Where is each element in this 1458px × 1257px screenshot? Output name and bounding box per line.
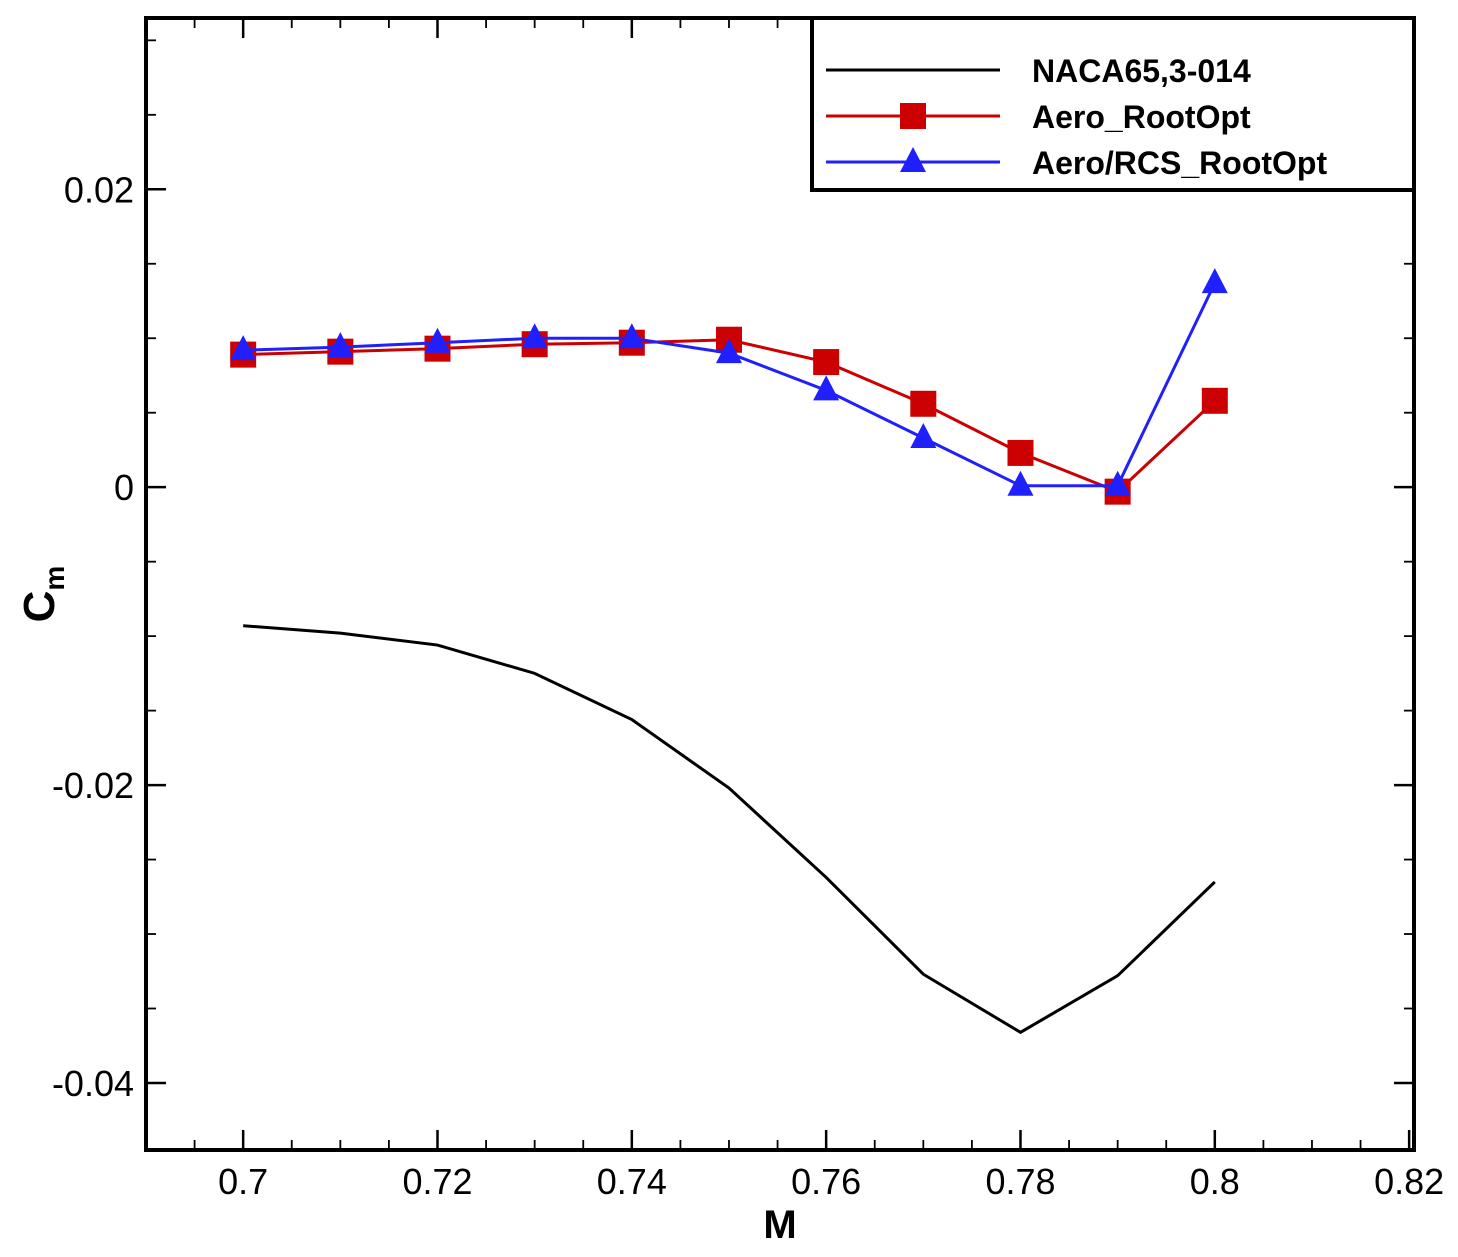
data-point <box>1201 387 1228 414</box>
data-point <box>1007 470 1034 496</box>
legend-item: Aero_RootOpt <box>826 99 1251 135</box>
y-tick-label: 0 <box>114 467 134 508</box>
data-point <box>1201 268 1228 294</box>
x-tick-label: 0.8 <box>1190 1161 1240 1202</box>
data-point <box>910 390 937 417</box>
x-tick-label: 0.74 <box>597 1161 667 1202</box>
data-point <box>521 323 548 349</box>
y-axis-title-main: C <box>15 591 64 623</box>
svg-text:Cm: Cm <box>15 566 70 623</box>
data-point <box>910 423 937 449</box>
series-aero-rcs-rootopt <box>230 268 1228 496</box>
y-tick-label: -0.04 <box>52 1063 134 1104</box>
x-tick-label: 0.76 <box>791 1161 861 1202</box>
legend-label: Aero_RootOpt <box>1032 99 1251 135</box>
y-tick-label: 0.02 <box>64 169 134 210</box>
y-axis-title-subscript: m <box>39 566 70 591</box>
series-line <box>243 282 1217 488</box>
labels-layer: 0.7 0.72 0.74 0.76 0.78 0.8 0.82 0.02 0 -0.02 -0.0… <box>52 169 1444 1202</box>
y-tick-label: -0.02 <box>52 765 134 806</box>
legend: NACA65,3-014 Aero_RootOpt Aero/RCS_RootOpt <box>810 16 1416 192</box>
x-axis-title: M <box>763 1203 796 1247</box>
data-point <box>327 332 354 358</box>
data-point <box>900 103 926 129</box>
data-point <box>813 375 840 401</box>
series-layer <box>230 268 1228 1035</box>
data-point <box>1104 470 1131 496</box>
plot-frame <box>144 16 1416 1152</box>
legend-item: NACA65,3-014 <box>826 53 1251 89</box>
series-naca65-3-014 <box>243 624 1216 1035</box>
y-axis-title: Cm <box>15 566 70 623</box>
x-tick-label: 0.82 <box>1374 1161 1444 1202</box>
series-line <box>243 624 1216 1035</box>
legend-label: NACA65,3-014 <box>1032 53 1251 89</box>
data-point <box>230 335 257 361</box>
x-tick-label: 0.7 <box>218 1161 268 1202</box>
data-point <box>618 323 645 349</box>
legend-label: Aero/RCS_RootOpt <box>1032 145 1327 181</box>
legend-item: Aero/RCS_RootOpt <box>826 145 1327 181</box>
data-point <box>1007 439 1034 466</box>
x-tick-label: 0.78 <box>985 1161 1055 1202</box>
x-tick-label: 0.72 <box>402 1161 472 1202</box>
data-point <box>813 349 840 376</box>
data-point <box>900 147 926 172</box>
data-point <box>715 338 742 364</box>
data-point <box>424 327 451 353</box>
